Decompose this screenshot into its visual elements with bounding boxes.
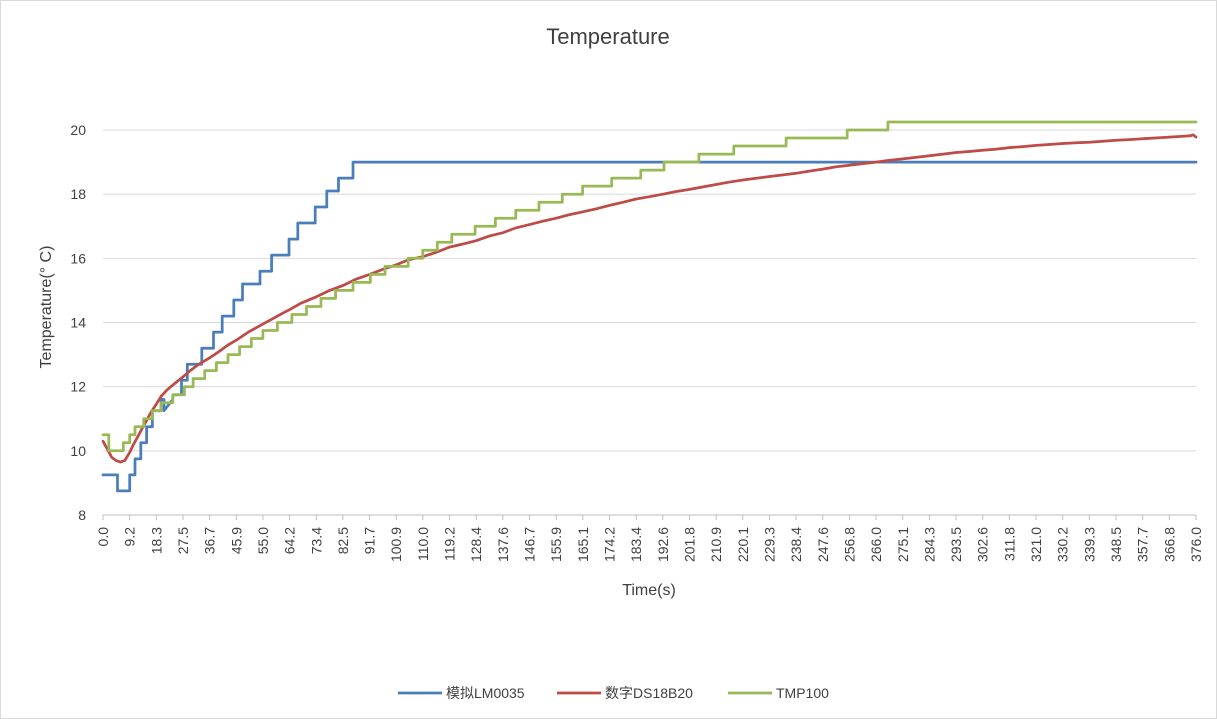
x-tick-label: 330.2 bbox=[1055, 527, 1071, 562]
y-tick-label: 14 bbox=[70, 315, 86, 331]
x-tick-label: 9.2 bbox=[122, 527, 138, 547]
x-tick-label: 201.8 bbox=[681, 527, 697, 562]
x-tick-label: 128.4 bbox=[468, 527, 484, 562]
x-tick-label: 183.4 bbox=[628, 527, 644, 562]
x-tick-label: 64.2 bbox=[282, 527, 298, 554]
x-tick-label: 174.2 bbox=[602, 527, 618, 562]
x-tick-label: 220.1 bbox=[735, 527, 751, 562]
x-tick-label: 293.5 bbox=[948, 527, 964, 562]
x-tick-label: 0.0 bbox=[95, 527, 111, 547]
x-tick-label: 256.8 bbox=[841, 527, 857, 562]
x-tick-label: 357.7 bbox=[1135, 527, 1151, 562]
x-tick-label: 155.9 bbox=[548, 527, 564, 562]
x-tick-label: 284.3 bbox=[921, 527, 937, 562]
x-tick-label: 210.9 bbox=[708, 527, 724, 562]
x-tick-label: 73.4 bbox=[308, 527, 324, 554]
x-tick-label: 339.3 bbox=[1081, 527, 1097, 562]
x-tick-label: 18.3 bbox=[148, 527, 164, 554]
x-tick-label: 36.7 bbox=[202, 527, 218, 554]
y-axis-ticks: 8 10 12 14 16 18 20 bbox=[70, 122, 86, 523]
gridlines bbox=[103, 129, 1196, 516]
x-tick-label: 45.9 bbox=[228, 527, 244, 554]
x-tick-label: 311.8 bbox=[1001, 527, 1017, 561]
legend-label: TMP100 bbox=[776, 685, 829, 701]
x-tick-label: 55.0 bbox=[255, 527, 271, 554]
x-tick-label: 137.6 bbox=[495, 527, 511, 562]
x-tick-label: 91.7 bbox=[362, 527, 378, 554]
x-tick-label: 27.5 bbox=[175, 527, 191, 554]
x-tick-label: 100.9 bbox=[388, 527, 404, 562]
y-tick-label: 8 bbox=[78, 507, 86, 523]
x-tick-label: 302.6 bbox=[975, 527, 991, 562]
x-tick-label: 119.2 bbox=[442, 527, 458, 561]
chart-title: Temperature bbox=[546, 24, 670, 49]
y-tick-label: 18 bbox=[70, 186, 86, 202]
x-tick-label: 321.0 bbox=[1028, 527, 1044, 562]
x-tick-label: 110.0 bbox=[415, 527, 431, 561]
x-tick-label: 146.7 bbox=[522, 527, 538, 562]
series-line-2 bbox=[101, 120, 1198, 453]
x-tick-label: 82.5 bbox=[335, 527, 351, 554]
y-tick-label: 20 bbox=[70, 122, 86, 138]
y-tick-label: 16 bbox=[70, 250, 86, 266]
x-tick-label: 165.1 bbox=[575, 527, 591, 562]
series-lines bbox=[101, 120, 1198, 493]
x-tick-label: 229.3 bbox=[761, 527, 777, 562]
y-axis-title: Temperature(° C) bbox=[38, 246, 55, 369]
x-tick-label: 275.1 bbox=[895, 527, 911, 562]
x-tick-label: 266.0 bbox=[868, 527, 884, 562]
x-tick-label: 366.8 bbox=[1161, 527, 1177, 562]
x-tick-label: 238.4 bbox=[788, 527, 804, 562]
y-tick-label: 10 bbox=[70, 443, 86, 459]
legend: 模拟LM0035 数字DS18B20 TMP100 bbox=[398, 685, 829, 701]
x-tick-label: 348.5 bbox=[1108, 527, 1124, 562]
x-tick-label: 376.0 bbox=[1188, 527, 1204, 562]
legend-label: 数字DS18B20 bbox=[605, 685, 693, 701]
legend-label: 模拟LM0035 bbox=[446, 685, 525, 701]
x-tick-label: 192.6 bbox=[655, 527, 671, 562]
y-tick-label: 12 bbox=[70, 379, 86, 395]
series-line-1 bbox=[101, 133, 1198, 464]
series-line-0 bbox=[101, 160, 1198, 493]
x-axis-title: Time(s) bbox=[622, 582, 676, 599]
x-axis-ticks: 0.0 9.2 18.3 27.5 36.7 45.9 55.0 64.2 73.4 82.5 91… bbox=[95, 515, 1204, 562]
x-tick-label: 247.6 bbox=[815, 527, 831, 562]
